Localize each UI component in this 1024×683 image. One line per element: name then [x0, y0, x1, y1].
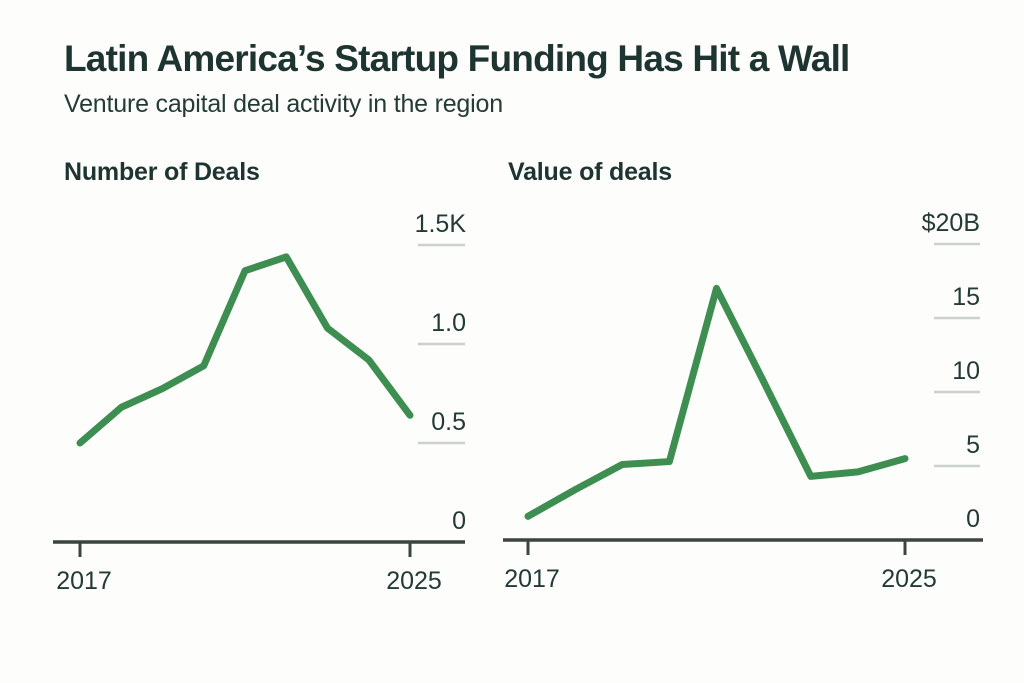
- y-axis-label: 0: [966, 505, 980, 533]
- x-axis-label: 2017: [56, 567, 112, 595]
- y-axis-label: 10: [952, 357, 980, 385]
- x-axis-label: 2017: [504, 565, 560, 593]
- y-axis-label: $20B: [922, 209, 980, 237]
- y-axis-label: 0: [452, 507, 466, 535]
- x-axis-label: 2025: [386, 567, 442, 595]
- page-subtitle: Venture capital deal activity in the reg…: [64, 90, 503, 118]
- y-axis-label: 1.5K: [415, 210, 467, 238]
- left-chart-title: Number of Deals: [64, 158, 260, 186]
- y-axis-label: 15: [952, 283, 980, 311]
- y-axis-label: 5: [966, 431, 980, 459]
- page-title: Latin America’s Startup Funding Has Hit …: [64, 38, 850, 79]
- right-chart-title: Value of deals: [508, 158, 672, 186]
- y-axis-label: 0.5: [431, 408, 466, 436]
- y-axis-label: 1.0: [431, 309, 466, 337]
- series-line: [524, 284, 909, 520]
- series-line: [76, 253, 414, 447]
- x-axis-label: 2025: [881, 565, 937, 593]
